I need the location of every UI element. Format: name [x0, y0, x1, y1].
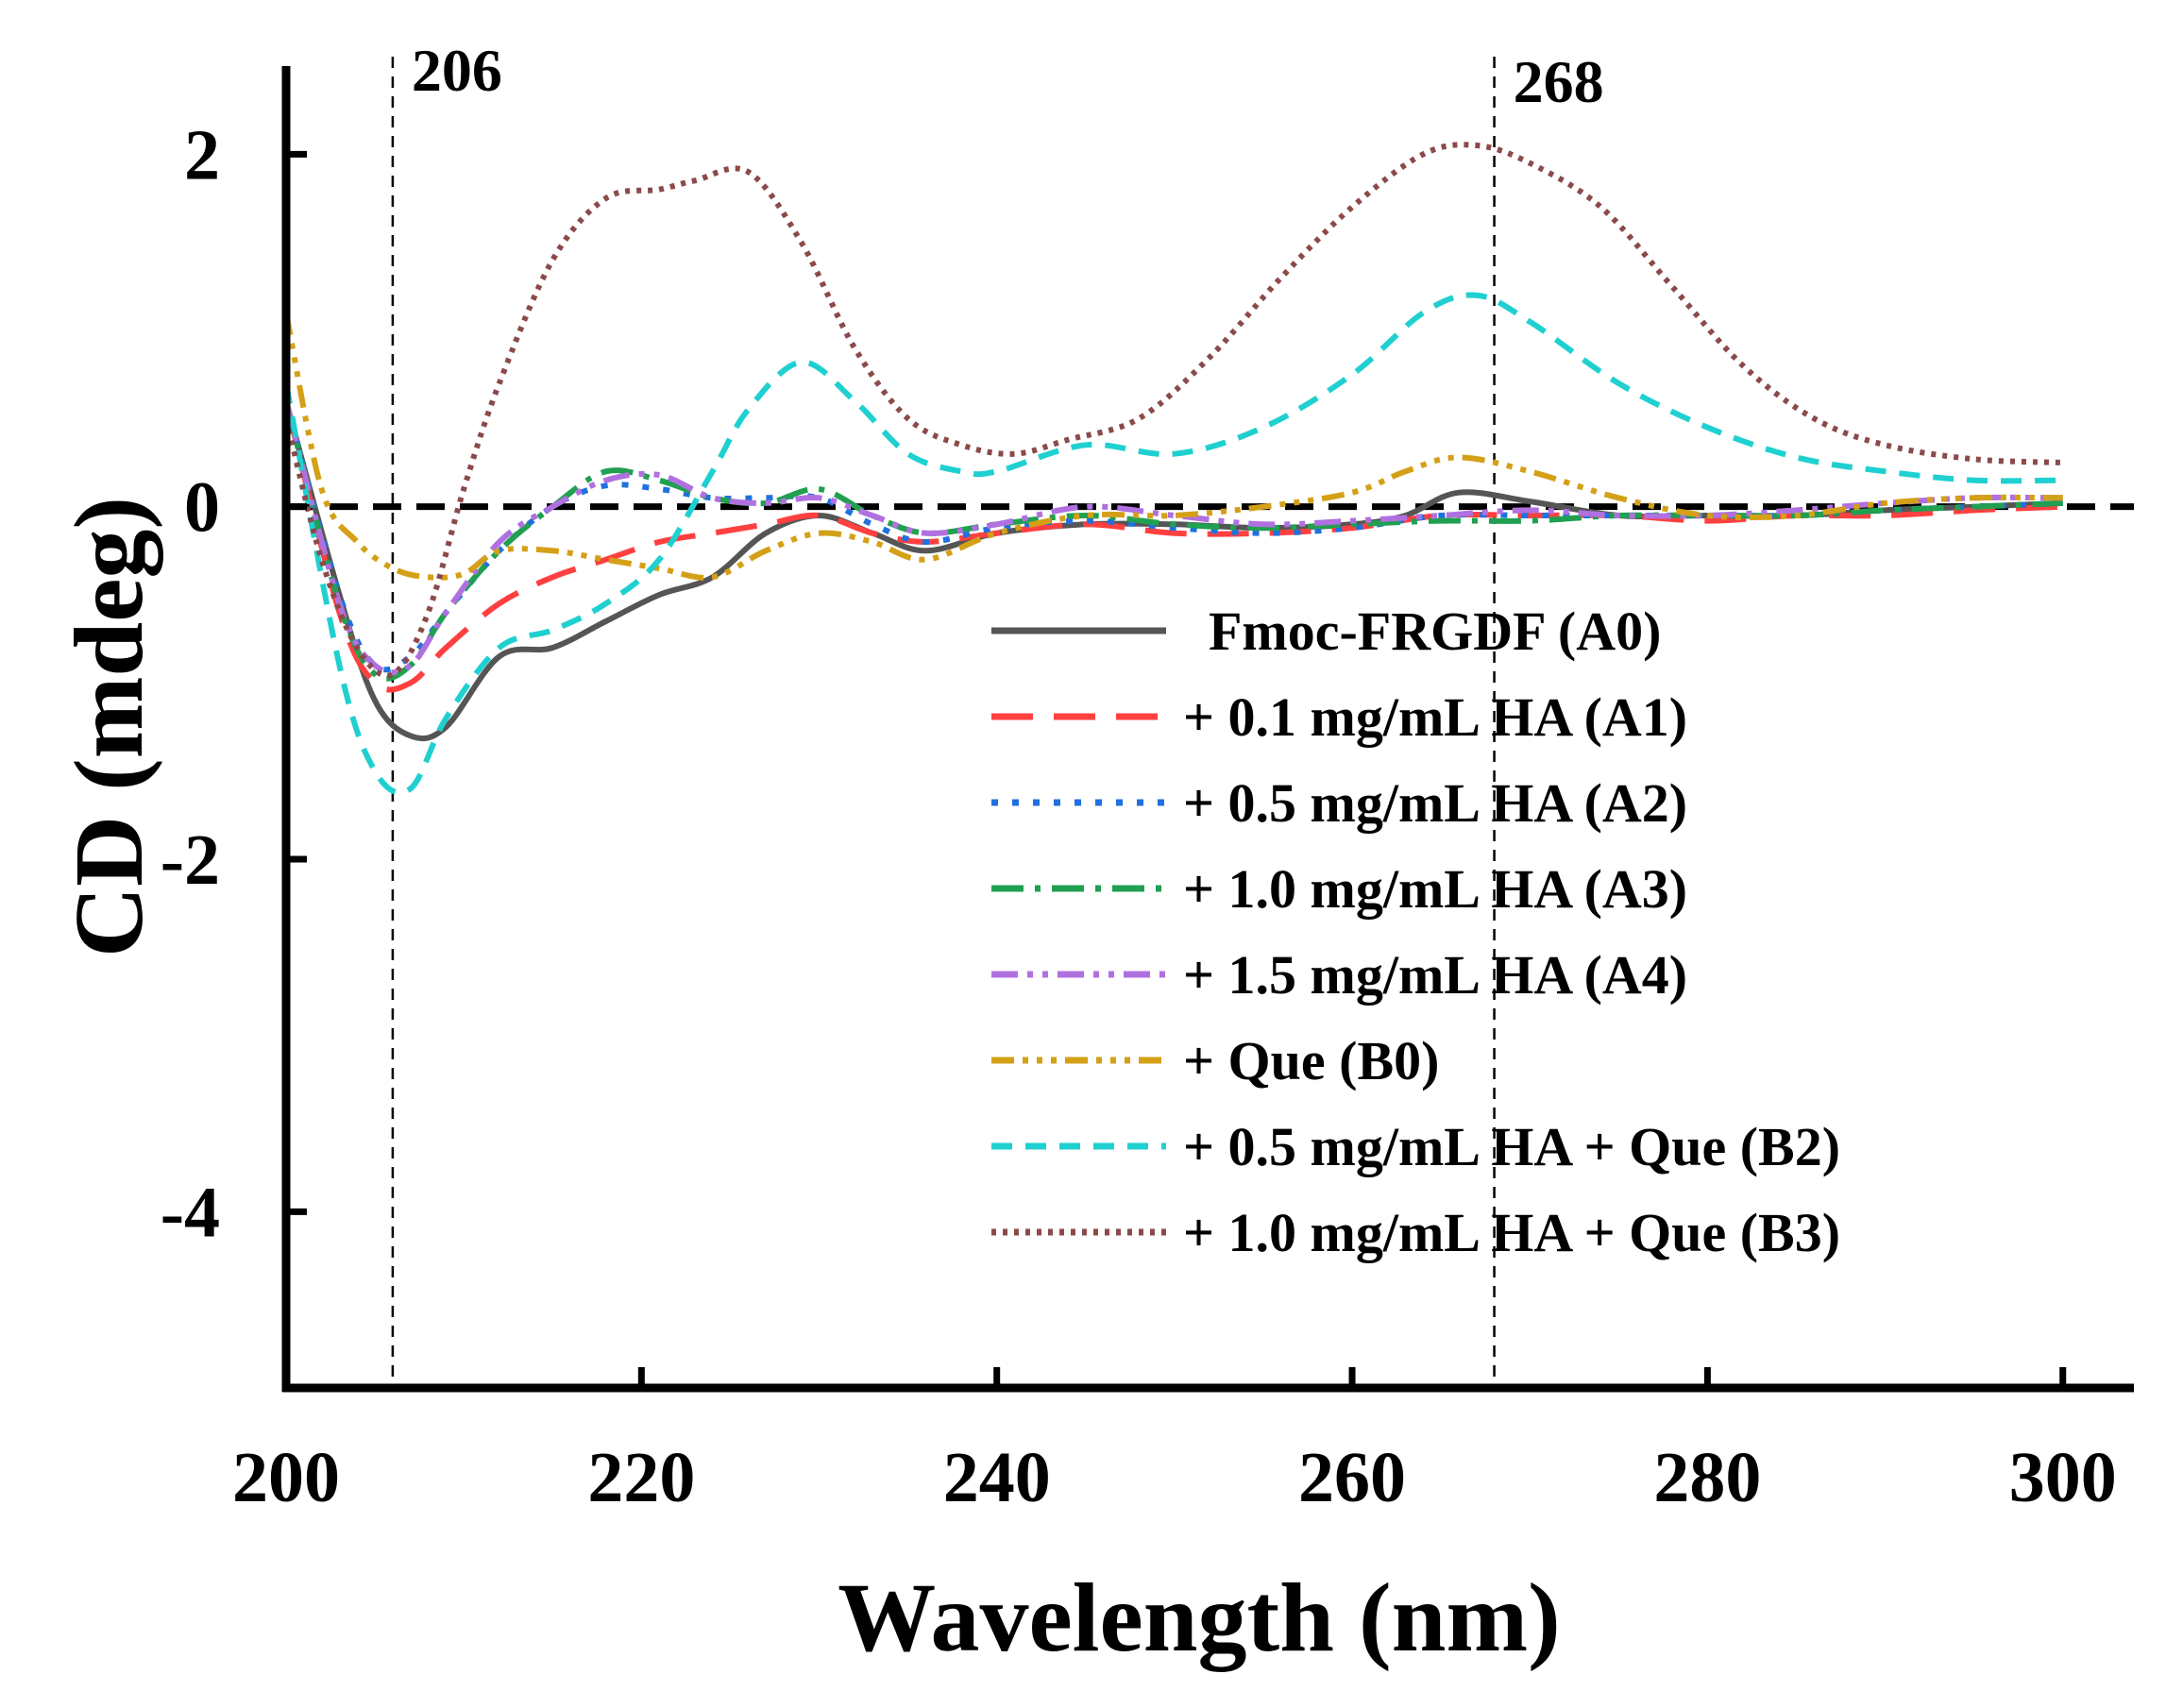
y-tick-label: -4: [161, 1173, 220, 1252]
legend-label-4: + 1.0 mg/mL HA (A3): [1183, 858, 1687, 920]
legend-label-8: + 1.0 mg/mL HA + Que (B3): [1183, 1202, 1840, 1263]
series-line-2: [283, 399, 2063, 693]
legend-label-3: + 0.5 mg/mL HA (A2): [1183, 772, 1687, 834]
legend-label-5: + 1.5 mg/mL HA (A4): [1183, 944, 1687, 1006]
legend-label-1: Fmoc-FRGDF (A0): [1209, 600, 1661, 662]
x-axis-title: Wavelength (nm): [838, 1564, 1561, 1672]
annotation-label-268: 268: [1514, 48, 1604, 115]
x-tick-label: 220: [587, 1438, 695, 1517]
legend-label-6: + Que (B0): [1183, 1030, 1439, 1091]
x-tick-label: 280: [1653, 1438, 1761, 1517]
x-tick-label: 200: [232, 1438, 340, 1517]
series-line-4: [283, 399, 2063, 682]
y-axis-title: CD (mdeg): [55, 497, 163, 957]
series-line-7: [283, 292, 2063, 796]
axes: 200 220 240 260 280 300 -4 -2 0 2: [161, 66, 2134, 1517]
reference-lines: 206 268: [286, 37, 2134, 1388]
y-tick-label: 0: [184, 468, 220, 548]
series-lines: [283, 142, 2063, 796]
legend-label-7: + 0.5 mg/mL HA + Que (B2): [1183, 1116, 1840, 1177]
x-tick-label: 240: [943, 1438, 1051, 1517]
y-tick-label: -2: [161, 820, 220, 900]
legend-label-2: + 0.1 mg/mL HA (A1): [1183, 686, 1687, 748]
x-tick-label: 300: [2009, 1438, 2117, 1517]
x-tick-label: 260: [1298, 1438, 1406, 1517]
series-line-6: [283, 312, 2063, 581]
legend: Fmoc-FRGDF (A0) + 0.1 mg/mL HA (A1) + 0.5 …: [991, 600, 1840, 1263]
y-tick-label: 2: [184, 115, 220, 194]
series-line-8: [283, 142, 2063, 679]
annotation-label-206: 206: [412, 37, 502, 104]
series-line-5: [283, 399, 2063, 676]
